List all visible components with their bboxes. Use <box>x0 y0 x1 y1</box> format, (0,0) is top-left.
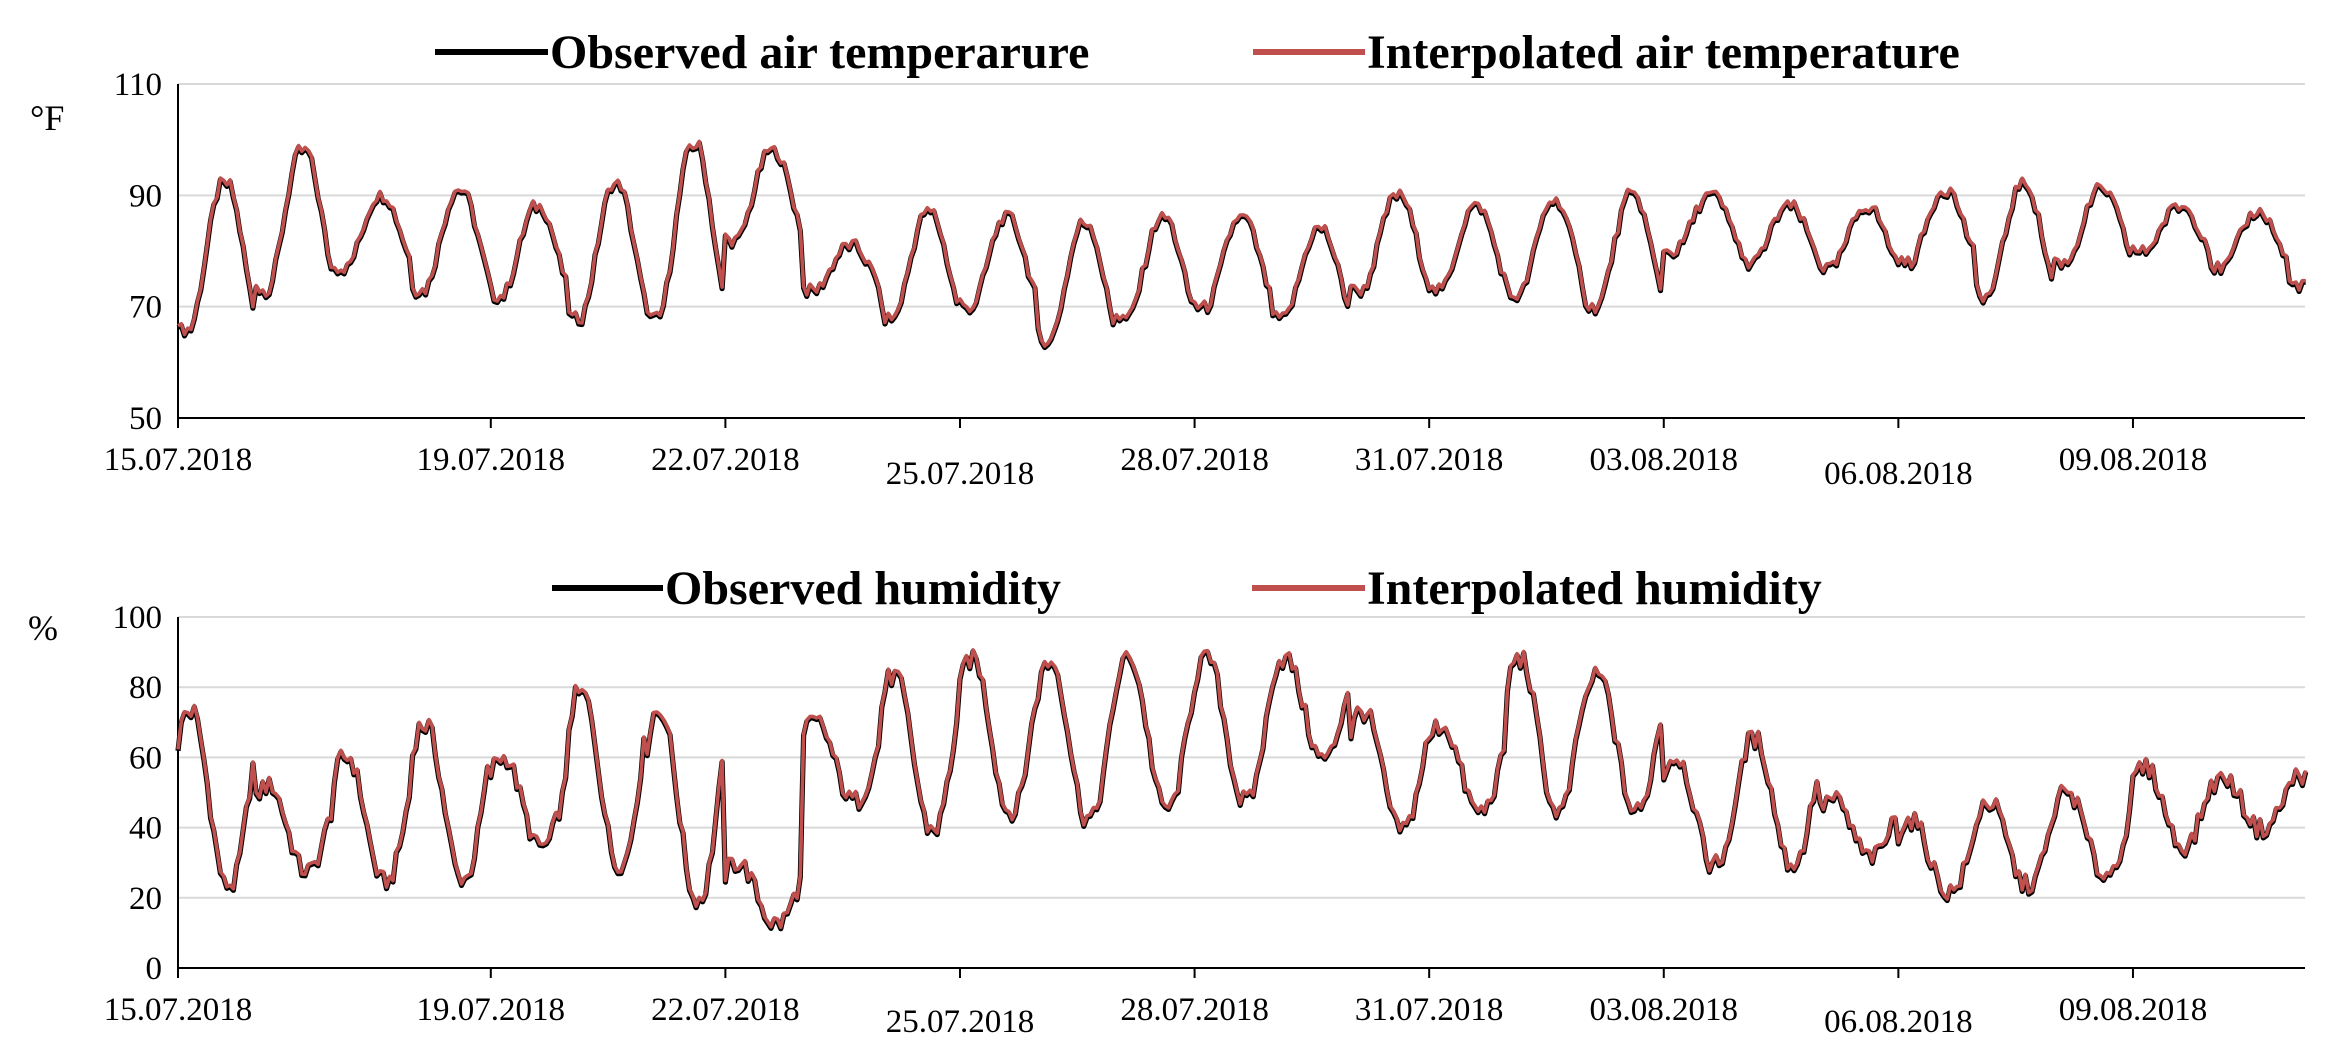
temperature-series-interpolated-line <box>177 139 2306 348</box>
temperature-y-unit: °F <box>30 98 64 138</box>
temperature-legend: Observed air temperarure Interpolated ai… <box>435 26 1960 79</box>
temperature-x-tick-label: 22.07.2018 <box>651 442 800 478</box>
temperature-x-tick-label: 31.07.2018 <box>1355 442 1504 478</box>
temperature-x-tick-label: 06.08.2018 <box>1824 456 1973 492</box>
humidity-y-tick-label: 100 <box>113 600 163 636</box>
temperature-x-tick-label: 28.07.2018 <box>1120 442 1269 478</box>
temperature-x-tick-label: 15.07.2018 <box>104 442 253 478</box>
humidity-x-tick-label: 09.08.2018 <box>2059 992 2208 1028</box>
humidity-x-tick-label: 31.07.2018 <box>1355 992 1504 1028</box>
temperature-x-ticks: 15.07.2018 19.07.2018 22.07.2018 25.07.2018… <box>104 418 2207 492</box>
humidity-x-tick-label: 19.07.2018 <box>417 992 566 1028</box>
temperature-y-tick-label: 50 <box>129 401 162 437</box>
temperature-chart: Observed air temperarure Interpolated ai… <box>30 26 2306 492</box>
temperature-x-tick-label: 03.08.2018 <box>1590 442 1739 478</box>
humidity-y-tick-label: 40 <box>129 811 162 847</box>
humidity-y-unit: % <box>28 608 58 648</box>
temperature-y-tick-label: 70 <box>129 290 162 326</box>
humidity-x-tick-label: 28.07.2018 <box>1120 992 1269 1028</box>
humidity-y-tick-label: 20 <box>129 881 162 917</box>
humidity-y-tick-label: 60 <box>129 740 162 776</box>
temperature-y-ticks: 50 70 90 110 <box>114 67 162 437</box>
humidity-x-tick-label: 06.08.2018 <box>1824 1004 1973 1040</box>
humidity-chart: Observed humidity Interpolated humidity … <box>28 562 2309 1040</box>
humidity-series <box>175 648 2309 932</box>
temperature-x-tick-label: 09.08.2018 <box>2059 442 2208 478</box>
humidity-gridlines <box>177 616 2305 969</box>
humidity-series-interpolated-line <box>176 648 2308 930</box>
humidity-x-tick-label: 25.07.2018 <box>886 1004 1035 1040</box>
humidity-x-tick-label: 15.07.2018 <box>104 992 253 1028</box>
humidity-y-tick-label: 0 <box>146 951 163 987</box>
legend-label-interpolated-humidity: Interpolated humidity <box>1367 562 1822 615</box>
legend-label-interpolated-temperature: Interpolated air temperature <box>1367 26 1960 79</box>
humidity-legend: Observed humidity Interpolated humidity <box>552 562 1822 615</box>
humidity-series-observed-line <box>175 648 2309 932</box>
humidity-y-tick-label: 80 <box>129 670 162 706</box>
temperature-y-tick-label: 110 <box>114 67 162 103</box>
humidity-y-ticks: 0 20 40 60 80 100 <box>113 600 163 987</box>
temperature-y-tick-label: 90 <box>129 178 162 214</box>
temperature-series <box>176 139 2306 351</box>
temperature-x-tick-label: 19.07.2018 <box>417 442 566 478</box>
temperature-gridlines <box>177 83 2305 419</box>
humidity-x-tick-label: 22.07.2018 <box>651 992 800 1028</box>
temperature-x-tick-label: 25.07.2018 <box>886 456 1035 492</box>
temperature-series-observed-line <box>176 140 2306 351</box>
legend-label-observed-humidity: Observed humidity <box>665 562 1061 615</box>
humidity-x-tick-label: 03.08.2018 <box>1590 992 1739 1028</box>
legend-label-observed-temperature: Observed air temperarure <box>550 26 1089 79</box>
humidity-x-ticks: 15.07.2018 19.07.2018 22.07.2018 25.07.2018… <box>104 968 2207 1040</box>
